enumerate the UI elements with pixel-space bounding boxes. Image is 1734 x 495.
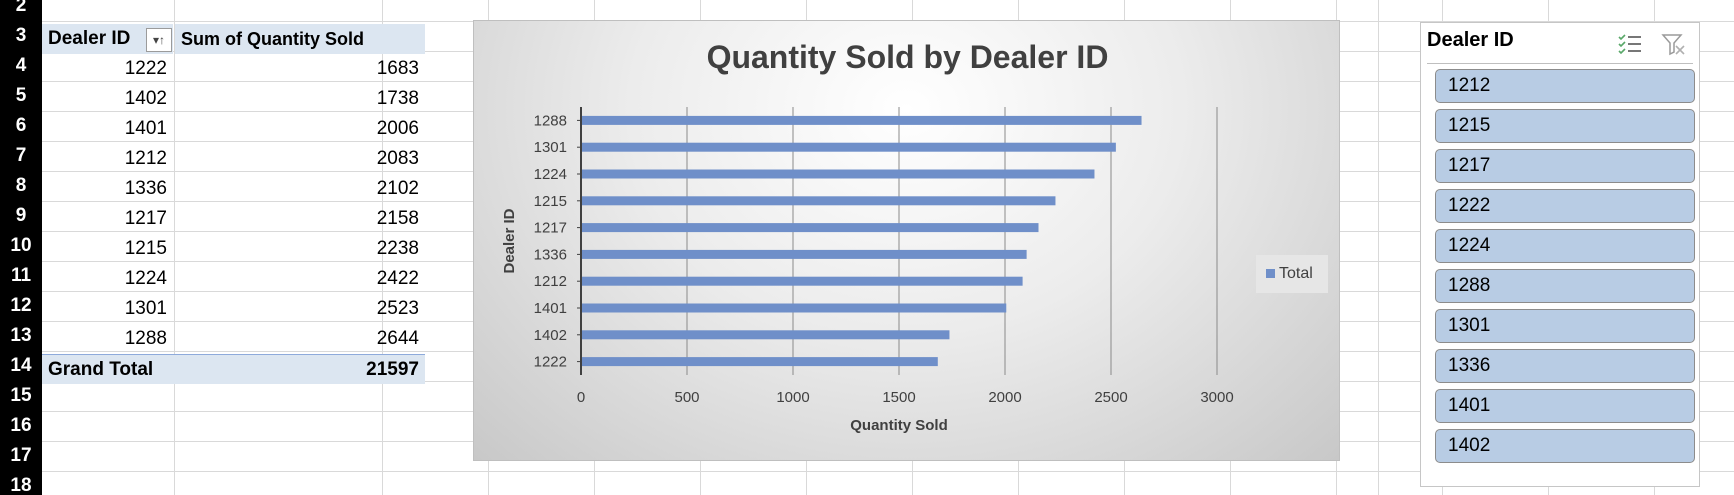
pivot-cell-dealer-id[interactable]: 1301 <box>124 298 167 319</box>
slicer-item-1224[interactable]: 1224 <box>1435 229 1695 263</box>
y-tick-label: 1224 <box>534 166 567 183</box>
y-tick-label: 1402 <box>534 327 567 344</box>
legend-swatch <box>1266 269 1275 278</box>
pivot-cell-dealer-id[interactable]: 1288 <box>124 328 167 349</box>
row-header[interactable]: 4 <box>15 55 27 76</box>
chart-title[interactable]: Quantity Sold by Dealer ID <box>706 39 1109 75</box>
row-header[interactable]: 8 <box>15 175 27 196</box>
grand-total-label[interactable]: Grand Total <box>42 354 173 384</box>
pivot-cell-quantity[interactable]: 2644 <box>376 328 419 349</box>
x-axis-title[interactable]: Quantity Sold <box>850 417 948 434</box>
pivot-cell-dealer-id[interactable]: 1336 <box>124 178 167 199</box>
grid-column-line <box>174 0 175 495</box>
row-header[interactable]: 3 <box>15 25 27 46</box>
row-headers: 2 3 4 5 6 7 8 9 10 11 12 13 14 15 16 17 18 <box>0 0 42 495</box>
slicer-item-1215[interactable]: 1215 <box>1435 109 1695 143</box>
grid-row-line <box>42 471 1734 472</box>
pivot-cell-quantity[interactable]: 2006 <box>376 118 419 139</box>
pivot-cell-dealer-id[interactable]: 1215 <box>124 238 167 259</box>
pivot-cell-dealer-id[interactable]: 1401 <box>124 118 167 139</box>
y-tick-label: 1336 <box>534 246 567 263</box>
y-tick-label: 1401 <box>534 300 567 317</box>
row-header[interactable]: 13 <box>10 325 32 346</box>
slicer-item-1222[interactable]: 1222 <box>1435 189 1695 223</box>
row-header[interactable]: 9 <box>15 205 27 226</box>
chart-plot-area[interactable]: 0 500 1000 1500 2000 2500 3000 1288 1301 1224 1215… <box>474 21 1341 462</box>
slicer-item-1336[interactable]: 1336 <box>1435 349 1695 383</box>
pivot-cell-dealer-id[interactable]: 1222 <box>124 58 167 79</box>
row-header[interactable]: 7 <box>15 145 27 166</box>
row-header[interactable]: 17 <box>10 445 32 466</box>
bar-1215[interactable] <box>582 196 1056 206</box>
row-header[interactable]: 10 <box>10 235 32 256</box>
row-header[interactable]: 18 <box>10 475 32 495</box>
pivot-cell-dealer-id[interactable]: 1224 <box>124 268 167 289</box>
y-tick-label: 1217 <box>534 220 567 237</box>
pivot-cell-quantity[interactable]: 2083 <box>376 148 419 169</box>
row-header[interactable]: 12 <box>10 295 32 316</box>
clear-filter-icon[interactable] <box>1661 32 1687 56</box>
bar-1212[interactable] <box>582 276 1023 286</box>
row-header[interactable]: 15 <box>10 385 32 406</box>
x-tick-label: 0 <box>577 389 585 406</box>
bar-1402[interactable] <box>582 330 950 340</box>
bar-1301[interactable] <box>582 142 1116 152</box>
y-tick-label: 1288 <box>534 112 567 129</box>
grand-total-value[interactable]: 21597 <box>173 354 425 384</box>
y-tick-label: 1215 <box>534 193 567 210</box>
row-header[interactable]: 6 <box>15 115 27 136</box>
pivot-cell-dealer-id[interactable]: 1402 <box>124 88 167 109</box>
slicer-item-1301[interactable]: 1301 <box>1435 309 1695 343</box>
y-axis-title[interactable]: Dealer ID <box>501 208 518 273</box>
slicer-item-1402[interactable]: 1402 <box>1435 429 1695 463</box>
bar-1217[interactable] <box>582 223 1039 233</box>
slicer-divider <box>1427 63 1693 64</box>
y-tick-label: 1222 <box>534 354 567 371</box>
slicer-item-1217[interactable]: 1217 <box>1435 149 1695 183</box>
x-tick-label: 2000 <box>988 389 1021 406</box>
grid-column-line <box>1378 0 1379 495</box>
pivot-cell-dealer-id[interactable]: 1217 <box>124 208 167 229</box>
dealer-id-slicer[interactable]: Dealer ID 1212 1215 1217 1222 1224 1288 1301 13… <box>1420 22 1700 487</box>
slicer-title: Dealer ID <box>1427 29 1514 51</box>
pivot-header-dealer-label: Dealer ID <box>48 28 131 49</box>
pivot-header-sum-quantity[interactable]: Sum of Quantity Sold <box>175 24 425 54</box>
slicer-item-1288[interactable]: 1288 <box>1435 269 1695 303</box>
x-tick-label: 1000 <box>776 389 809 406</box>
pivot-cell-dealer-id[interactable]: 1212 <box>124 148 167 169</box>
y-tick-label: 1212 <box>534 273 567 290</box>
row-header[interactable]: 5 <box>15 85 27 106</box>
sort-filter-dropdown-icon[interactable]: ▾↑ <box>146 28 172 52</box>
pivot-cell-quantity[interactable]: 2102 <box>376 178 419 199</box>
grid-column-line <box>382 0 383 495</box>
row-header[interactable]: 2 <box>15 0 27 16</box>
chart-legend[interactable]: Total <box>1256 255 1328 293</box>
x-tick-label: 2500 <box>1094 389 1127 406</box>
pivot-cell-quantity[interactable]: 2523 <box>376 298 419 319</box>
bar-1288[interactable] <box>582 115 1142 125</box>
multi-select-icon[interactable] <box>1617 32 1643 56</box>
pivot-cell-quantity[interactable]: 2422 <box>376 268 419 289</box>
x-tick-label: 1500 <box>882 389 915 406</box>
bar-chart[interactable]: Quantity Sold by Dealer ID 0 500 1000 1500 2… <box>473 20 1340 461</box>
x-tick-label: 3000 <box>1200 389 1233 406</box>
legend-label: Total <box>1279 265 1313 282</box>
bar-1336[interactable] <box>582 249 1027 259</box>
row-header[interactable]: 16 <box>10 415 32 436</box>
pivot-cell-quantity[interactable]: 2238 <box>376 238 419 259</box>
slicer-item-1401[interactable]: 1401 <box>1435 389 1695 423</box>
slicer-item-1212[interactable]: 1212 <box>1435 69 1695 103</box>
y-tick-label: 1301 <box>534 139 567 156</box>
bar-1224[interactable] <box>582 169 1095 179</box>
bar-1401[interactable] <box>582 303 1007 313</box>
bar-1222[interactable] <box>582 357 938 367</box>
pivot-cell-quantity[interactable]: 2158 <box>376 208 419 229</box>
pivot-cell-quantity[interactable]: 1738 <box>376 88 419 109</box>
row-header[interactable]: 11 <box>10 265 32 286</box>
x-tick-label: 500 <box>674 389 699 406</box>
pivot-cell-quantity[interactable]: 1683 <box>376 58 419 79</box>
row-header[interactable]: 14 <box>10 355 32 376</box>
